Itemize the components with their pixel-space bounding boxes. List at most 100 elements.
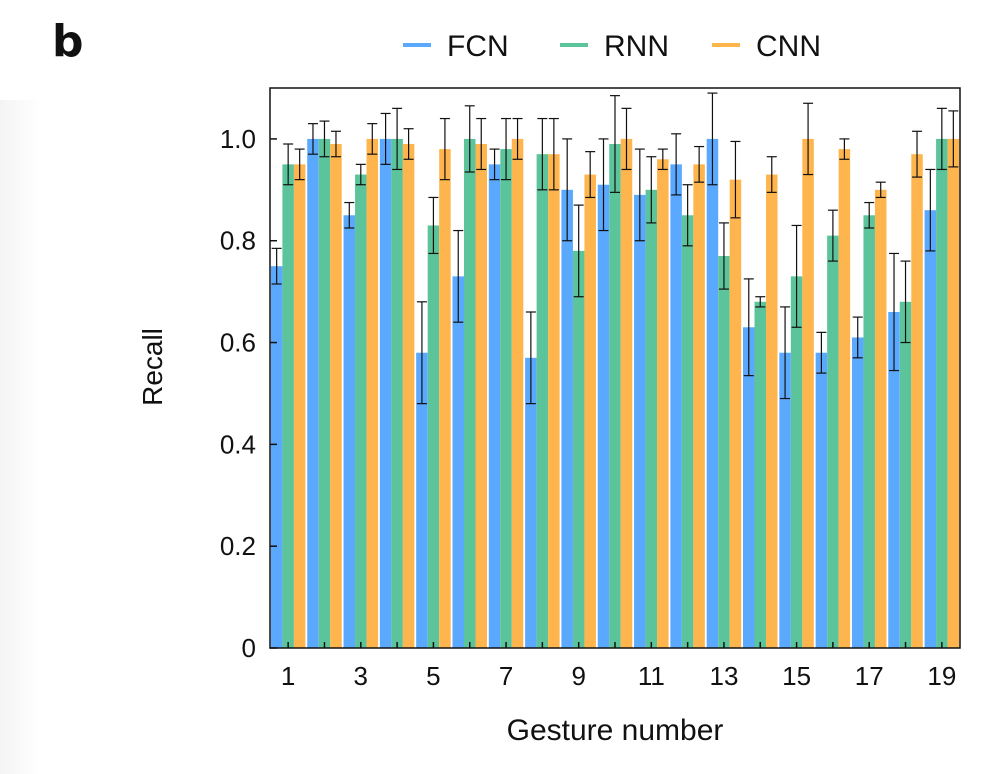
error-bar-fcn-7: [489, 148, 500, 181]
error-bar-rnn-3: [355, 163, 366, 186]
legend-label-rnn: RNN: [604, 30, 669, 63]
error-bar-rnn-12: [682, 184, 693, 247]
bar-cnn-17: [874, 189, 887, 648]
error-bar-rnn-7: [501, 117, 512, 181]
x-axis-label: Gesture number: [507, 714, 724, 747]
bar-fcn-12: [670, 164, 682, 648]
bar-cnn-18: [911, 154, 923, 648]
bar-fcn-15: [779, 352, 791, 648]
bar-fcn-2: [307, 138, 319, 648]
bar-rnn-4: [391, 138, 403, 648]
error-bar-fcn-5: [416, 301, 427, 405]
error-bar-cnn-6: [476, 117, 487, 171]
error-bar-rnn-19: [936, 107, 947, 171]
bar-rnn-13: [718, 256, 730, 648]
bar-cnn-6: [475, 144, 487, 648]
error-bar-fcn-2: [307, 123, 318, 155]
error-bar-fcn-6: [453, 229, 464, 323]
error-bar-fcn-14: [743, 278, 754, 377]
error-bar-fcn-18: [889, 252, 900, 372]
bar-cnn-5: [439, 149, 451, 648]
bar-cnn-1: [293, 164, 306, 648]
bar-fcn-14: [743, 327, 755, 648]
error-bar-fcn-1: [271, 247, 282, 285]
legend-label-fcn: FCN: [447, 30, 509, 63]
error-bar-fcn-17: [852, 316, 863, 359]
x-tick-label: 3: [354, 661, 368, 691]
bar-fcn-8: [525, 357, 537, 648]
bar-fcn-6: [452, 276, 464, 648]
error-bar-rnn-1: [283, 143, 294, 186]
bar-rnn-8: [536, 154, 549, 648]
bar-cnn-19: [947, 138, 960, 648]
legend-item-cnn: CNN: [712, 30, 821, 63]
x-tick-label: 13: [709, 661, 738, 691]
bar-rnn-7: [500, 149, 512, 648]
bar-rnn-10: [609, 144, 621, 648]
bar-cnn-9: [584, 174, 596, 648]
error-bar-fcn-3: [344, 201, 355, 229]
y-tick-label: 1.0: [220, 124, 256, 154]
bar-rnn-15: [790, 276, 803, 648]
bar-cnn-2: [330, 144, 342, 648]
bar-cnn-10: [620, 138, 633, 648]
bar-cnn-7: [511, 138, 524, 648]
y-tick-label: 0.6: [220, 328, 256, 358]
y-axis-label: Recall: [137, 328, 168, 406]
bar-rnn-3: [355, 174, 367, 648]
y-tick-label: 0.8: [220, 226, 256, 256]
bar-rnn-16: [827, 235, 839, 649]
error-bar-cnn-17: [875, 181, 886, 199]
error-bar-cnn-12: [694, 145, 705, 183]
error-bar-cnn-3: [367, 123, 378, 155]
left-shadow: [0, 100, 40, 774]
x-tick-label: 9: [571, 661, 585, 691]
error-bar-rnn-6: [464, 105, 475, 173]
x-tick-label: 7: [499, 661, 513, 691]
bar-rnn-19: [936, 138, 948, 648]
y-tick-label: 0: [242, 633, 256, 663]
error-bar-rnn-18: [900, 260, 911, 344]
bar-rnn-2: [318, 138, 331, 648]
bar-fcn-4: [379, 138, 392, 648]
panel-label: b: [52, 16, 84, 67]
x-tick-label: 17: [855, 661, 884, 691]
legend-item-fcn: FCN: [403, 30, 509, 63]
bar-fcn-18: [888, 312, 900, 648]
x-tick-label: 15: [782, 661, 811, 691]
bar-fcn-13: [706, 138, 719, 648]
error-bar-rnn-16: [827, 209, 838, 262]
bar-fcn-11: [634, 194, 646, 648]
bar-rnn-14: [754, 301, 767, 648]
bar-fcn-1: [270, 266, 283, 648]
error-bar-cnn-14: [766, 156, 777, 193]
error-bar-rnn-15: [791, 224, 802, 328]
error-bar-fcn-12: [671, 133, 682, 196]
error-bar-cnn-10: [621, 107, 632, 171]
bar-cnn-12: [693, 164, 705, 648]
error-bar-cnn-8: [548, 117, 559, 191]
x-axis: 1 3 5 7 9 11 13 15 17 19: [281, 642, 956, 691]
bar-rnn-12: [681, 215, 694, 649]
bar-fcn-16: [815, 352, 828, 648]
error-bar-fcn-15: [780, 306, 791, 400]
x-tick-label: 5: [426, 661, 440, 691]
bar-cnn-11: [657, 159, 669, 649]
error-bar-fcn-10: [598, 138, 609, 232]
error-bar-cnn-11: [657, 148, 668, 171]
error-bar-fcn-16: [816, 331, 827, 374]
bar-rnn-1: [282, 164, 294, 648]
error-bar-cnn-5: [439, 117, 450, 181]
error-bar-fcn-8: [525, 311, 536, 405]
bar-cnn-8: [548, 154, 560, 648]
error-bar-cnn-2: [330, 130, 341, 158]
bar-fcn-19: [924, 210, 937, 648]
error-bar-cnn-19: [948, 110, 959, 168]
error-bar-rnn-11: [646, 156, 657, 224]
y-tick-label: 0.2: [220, 531, 256, 561]
error-bar-cnn-13: [730, 140, 741, 219]
bar-fcn-17: [851, 337, 864, 648]
bar-cnn-15: [802, 138, 814, 648]
error-bar-rnn-8: [537, 117, 548, 191]
